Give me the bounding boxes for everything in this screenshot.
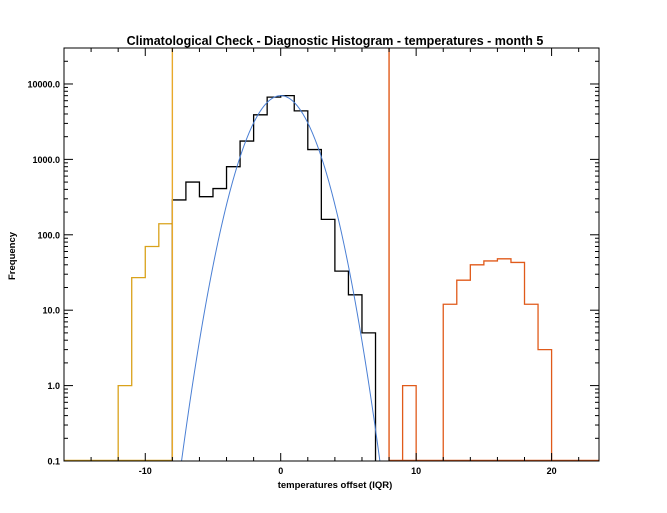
chart-title: Climatological Check - Diagnostic Histog…	[127, 34, 544, 48]
y-tick-label: 0.1	[47, 457, 60, 467]
histogram-series-2-segment-0	[401, 384, 417, 461]
histogram-series-2-segment-1	[442, 258, 553, 461]
gaussian-fit-curve	[181, 95, 381, 461]
y-tick-label: 1.0	[47, 381, 60, 391]
y-axis-label: Frequency	[7, 231, 18, 280]
y-tick-label: 1000.0	[32, 155, 60, 165]
x-tick-label: -10	[139, 466, 152, 476]
y-tick-label: 100.0	[37, 230, 60, 240]
plot-frame	[63, 47, 600, 462]
plot-area: -10 0 10 20 0.1 1.0 10.0 100.0 1000.0 10000.0	[27, 47, 600, 476]
x-axis-label: temperatures offset (IQR)	[278, 480, 393, 491]
histogram-series-1-segment-0	[171, 95, 377, 461]
x-tick-label: 10	[411, 466, 421, 476]
y-tick-label: 10.0	[42, 306, 60, 316]
x-tick-label: 20	[547, 466, 557, 476]
histogram-series-0-segment-0	[117, 223, 173, 461]
x-tick-label: 0	[278, 466, 283, 476]
y-tick-label: 10000.0	[27, 79, 60, 89]
